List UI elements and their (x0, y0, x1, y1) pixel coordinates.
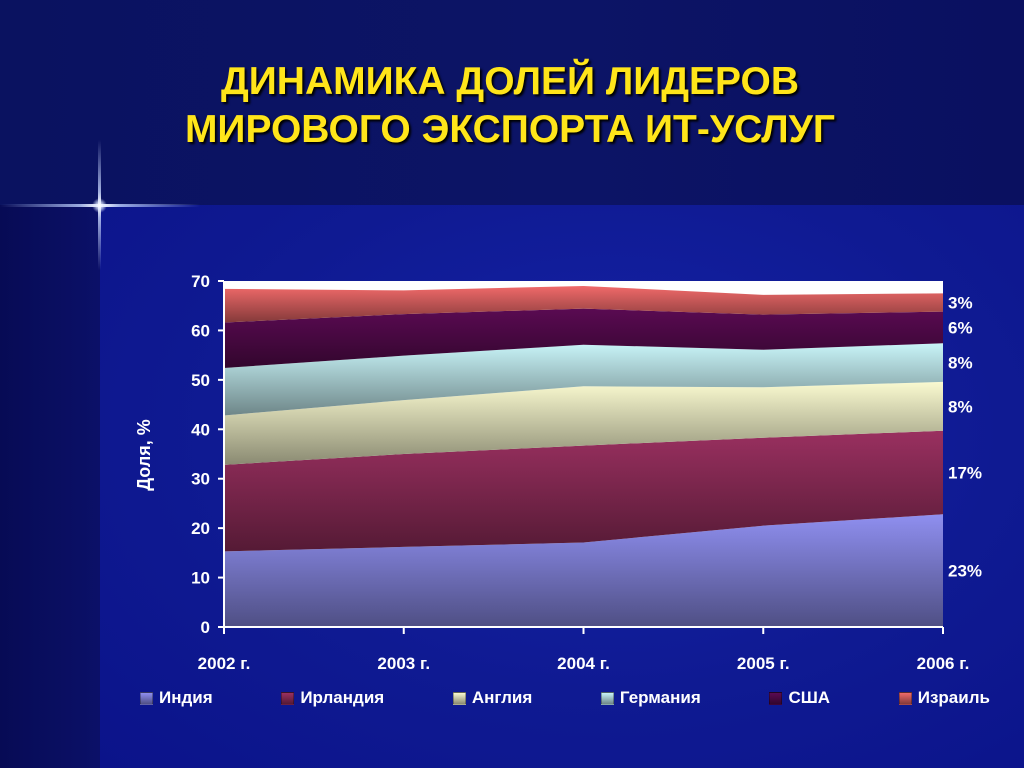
end-share-label: 17% (948, 464, 982, 483)
x-tick-label: 2002 г. (198, 654, 251, 673)
legend-label: США (788, 688, 831, 707)
legend-item: Индия (140, 688, 213, 708)
title-line-2: МИРОВОГО ЭКСПОРТА ИТ-УСЛУГ (184, 108, 836, 151)
slide-left-band (0, 205, 100, 768)
y-tick-label: 30 (191, 470, 210, 489)
y-tick-label: 0 (201, 618, 210, 637)
x-tick-label: 2005 г. (737, 654, 790, 673)
end-share-label: 3% (948, 294, 973, 313)
end-share-label: 8% (948, 397, 973, 416)
x-tick-label: 2006 г. (917, 654, 970, 673)
y-tick-label: 70 (191, 272, 210, 291)
end-share-label: 23% (948, 562, 982, 581)
legend-item: Ирландия (281, 688, 384, 708)
legend-label: Израиль (917, 688, 990, 707)
end-share-label: 6% (948, 318, 973, 337)
y-axis-title: Доля, % (134, 419, 154, 491)
chart-legend: Индия Ирландия Англия Германия США Израиль (140, 686, 990, 710)
y-tick-label: 60 (191, 321, 210, 340)
end-share-label: 8% (948, 354, 973, 373)
y-tick-label: 50 (191, 371, 210, 390)
legend-swatch (600, 691, 614, 705)
y-tick-label: 10 (191, 569, 210, 588)
slide-header-background (0, 0, 1024, 205)
y-tick-label: 20 (191, 519, 210, 538)
legend-label: Индия (159, 688, 213, 707)
legend-label: Ирландия (300, 688, 385, 707)
x-tick-label: 2004 г. (557, 654, 610, 673)
area-4 (224, 343, 943, 416)
sparkle-star-icon (92, 198, 107, 213)
legend-swatch (140, 691, 153, 705)
title-line-1: ДИНАМИКА ДОЛЕЙ ЛИДЕРОВ (220, 60, 800, 103)
y-tick-label: 40 (191, 420, 210, 439)
area-2 (224, 430, 943, 552)
x-tick-label: 2003 г. (377, 654, 430, 673)
legend-swatch (898, 691, 912, 705)
legend-item: Англия (452, 688, 533, 708)
legend-swatch (281, 691, 295, 705)
area-1 (224, 514, 943, 627)
area-3 (224, 381, 943, 465)
legend-swatch (769, 691, 783, 705)
legend-item: Германия (600, 688, 701, 708)
legend-label: Англия (471, 688, 533, 707)
area-6 (224, 285, 943, 323)
legend-item: Израиль (898, 688, 990, 708)
area-5 (224, 308, 943, 368)
legend-swatch (452, 691, 466, 705)
legend-item: США (769, 688, 830, 708)
slide-title: ДИНАМИКА ДОЛЕЙ ЛИДЕРОВ МИРОВОГО ЭКСПОРТА… (150, 58, 870, 154)
legend-label: Германия (619, 688, 701, 707)
